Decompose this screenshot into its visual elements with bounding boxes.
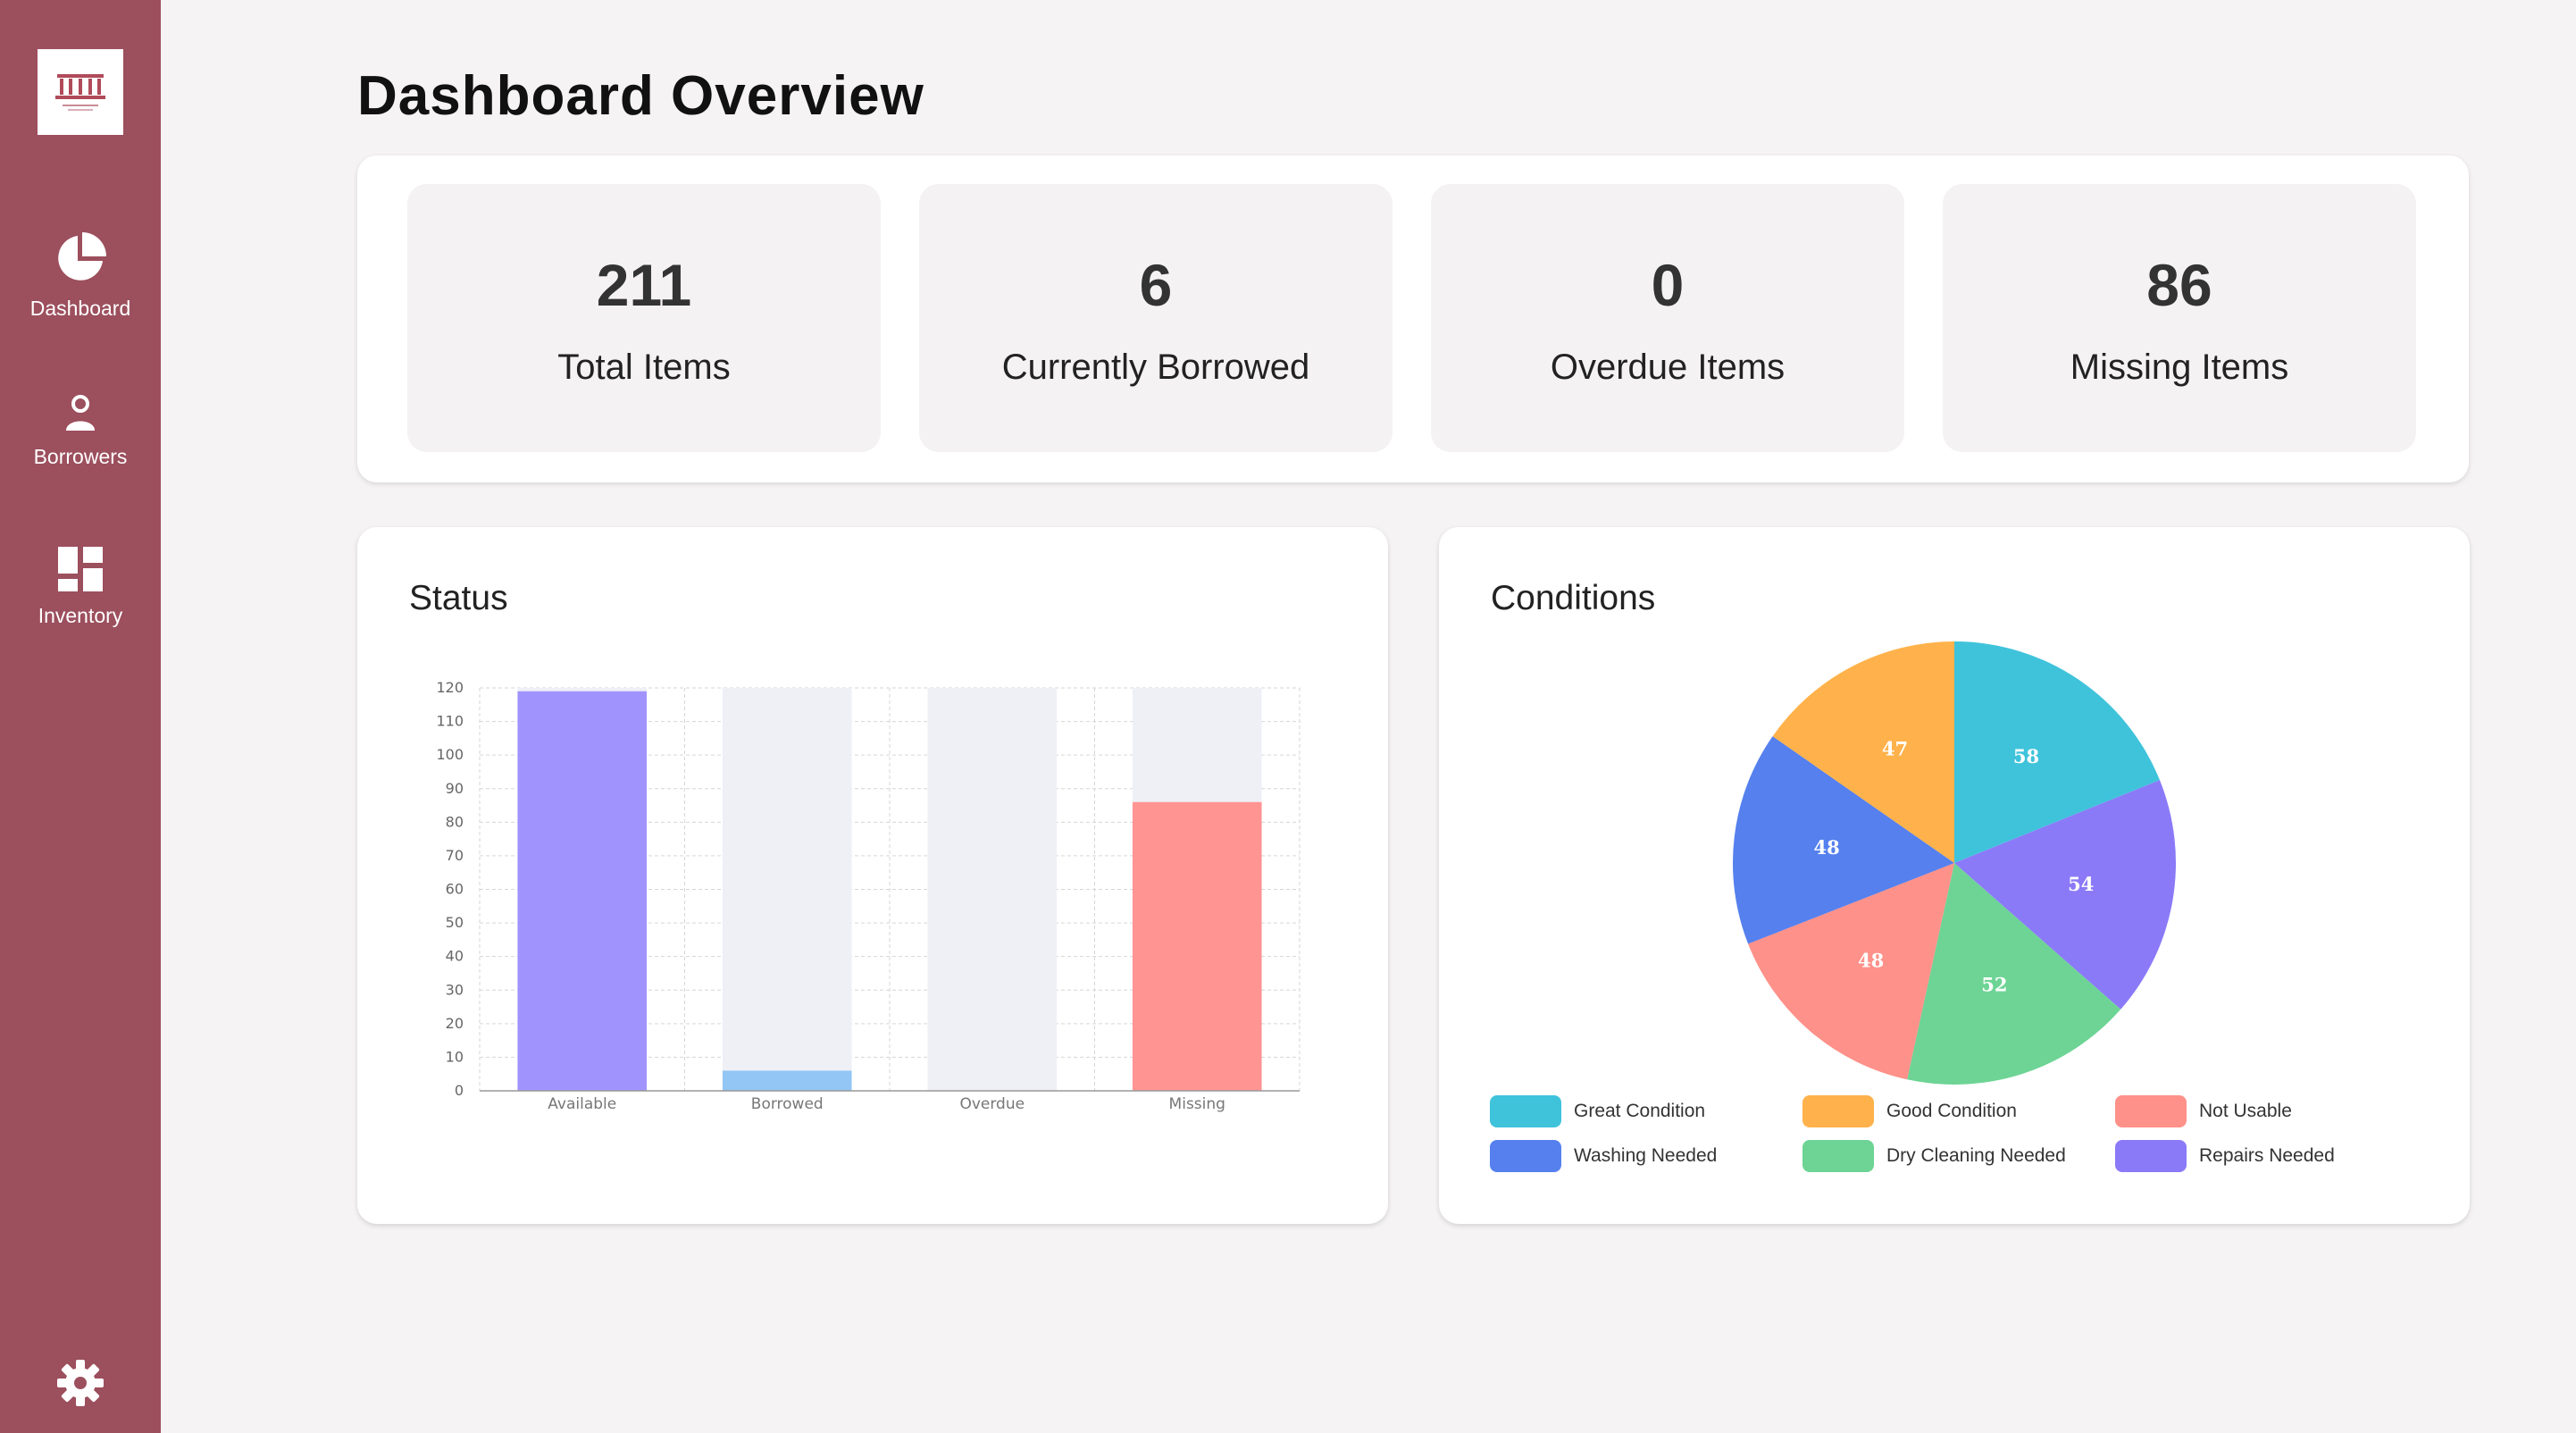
y-tick-label: 50 bbox=[446, 914, 464, 931]
stat-value: 6 bbox=[1139, 252, 1173, 318]
legend-label: Great Condition bbox=[1574, 1101, 1706, 1121]
y-tick-label: 60 bbox=[446, 881, 464, 898]
pie-slice-label: 48 bbox=[1858, 949, 1884, 971]
sidebar: Dashboard Borrowers Inventory bbox=[0, 0, 161, 1433]
legend-label: Washing Needed bbox=[1574, 1145, 1718, 1166]
y-tick-label: 20 bbox=[446, 1015, 464, 1032]
y-tick-label: 10 bbox=[446, 1048, 464, 1065]
legend-label: Not Usable bbox=[2199, 1101, 2292, 1121]
status-card: Status 0 10 20 30 40 50 60 70 80 90 100 110 120 Avail… bbox=[357, 527, 1388, 1224]
legend-swatch bbox=[1802, 1095, 1874, 1127]
legend-item[interactable]: Not Usable bbox=[2115, 1095, 2292, 1127]
card-title: Status bbox=[409, 579, 508, 617]
legend-swatch bbox=[1490, 1140, 1561, 1172]
legend-item[interactable]: Good Condition bbox=[1802, 1095, 2017, 1127]
stat-label: Overdue Items bbox=[1550, 348, 1786, 387]
bar-background bbox=[927, 688, 1058, 1091]
pie-slice-label: 52 bbox=[1981, 974, 2007, 996]
y-tick-label: 70 bbox=[446, 847, 464, 864]
sidebar-item-label: Inventory bbox=[38, 604, 123, 627]
legend-item[interactable]: Great Condition bbox=[1490, 1095, 1705, 1127]
y-tick-label: 40 bbox=[446, 948, 464, 965]
bar-background bbox=[722, 688, 852, 1091]
bar-missing bbox=[1132, 801, 1262, 1091]
stat-card-overdue-items: 0 Overdue Items bbox=[1431, 184, 1904, 452]
x-tick-label: Missing bbox=[1169, 1095, 1225, 1113]
x-tick-label: Borrowed bbox=[751, 1095, 824, 1113]
y-tick-label: 0 bbox=[455, 1082, 464, 1099]
pie-slice-dry-cleaning-needed bbox=[1907, 863, 2121, 1085]
pie-slice-label: 54 bbox=[2068, 873, 2094, 895]
pie-chart-icon bbox=[58, 232, 106, 281]
sidebar-item-borrowers[interactable]: Borrowers bbox=[0, 393, 161, 469]
stat-label: Missing Items bbox=[2070, 348, 2289, 387]
sidebar-item-dashboard[interactable]: Dashboard bbox=[0, 230, 161, 321]
conditions-pie-chart: 58 54 52 48 48 47 bbox=[1733, 641, 2176, 1085]
pie-slice-great-condition bbox=[1954, 641, 2160, 863]
y-tick-label: 80 bbox=[446, 813, 464, 830]
legend-label: Dry Cleaning Needed bbox=[1886, 1145, 2066, 1166]
y-tick-label: 30 bbox=[446, 981, 464, 998]
legend-item[interactable]: Washing Needed bbox=[1490, 1140, 1717, 1172]
legend-item[interactable]: Dry Cleaning Needed bbox=[1802, 1140, 2066, 1172]
sidebar-item-label: Borrowers bbox=[33, 445, 128, 468]
dashboard-grid-icon bbox=[58, 547, 103, 591]
logo bbox=[38, 49, 123, 135]
stat-value: 0 bbox=[1651, 252, 1685, 318]
person-icon bbox=[66, 395, 95, 431]
museum-logo-icon bbox=[55, 74, 105, 111]
pie-slice-label: 47 bbox=[1882, 737, 1908, 759]
stat-label: Total Items bbox=[557, 348, 731, 387]
card-title: Conditions bbox=[1491, 579, 1656, 617]
pie-slice-not-usable bbox=[1748, 863, 1954, 1080]
legend-label: Repairs Needed bbox=[2199, 1145, 2335, 1166]
legend-swatch bbox=[1802, 1140, 1874, 1172]
page-title: Dashboard Overview bbox=[357, 65, 924, 127]
stat-value: 211 bbox=[596, 252, 692, 318]
bar-available bbox=[517, 691, 648, 1091]
sidebar-item-inventory[interactable]: Inventory bbox=[0, 545, 161, 628]
legend-item[interactable]: Repairs Needed bbox=[2115, 1140, 2335, 1172]
pie-slice-good-condition bbox=[1772, 641, 1954, 863]
x-tick-label: Available bbox=[548, 1095, 616, 1113]
y-tick-label: 90 bbox=[446, 780, 464, 797]
legend-swatch bbox=[2115, 1095, 2187, 1127]
y-tick-label: 120 bbox=[436, 679, 464, 696]
stats-panel: 211 Total Items 6 Currently Borrowed 0 O… bbox=[357, 155, 2469, 482]
bar-borrowed bbox=[722, 1070, 852, 1091]
legend-label: Good Condition bbox=[1886, 1101, 2017, 1121]
legend-swatch bbox=[2115, 1140, 2187, 1172]
stat-card-total-items: 211 Total Items bbox=[407, 184, 881, 452]
pie-slice-label: 48 bbox=[1814, 836, 1840, 859]
sidebar-item-label: Dashboard bbox=[29, 297, 131, 320]
conditions-card: Conditions 58 54 52 48 48 47 Great Condition G… bbox=[1439, 527, 2470, 1224]
x-tick-label: Overdue bbox=[959, 1095, 1025, 1113]
stat-card-missing-items: 86 Missing Items bbox=[1943, 184, 2416, 452]
pie-slice-washing-needed bbox=[1733, 736, 1954, 944]
legend-swatch bbox=[1490, 1095, 1561, 1127]
settings-button[interactable] bbox=[55, 1358, 105, 1408]
pie-slice-label: 58 bbox=[2013, 745, 2039, 767]
status-bar-chart: 0 10 20 30 40 50 60 70 80 90 100 110 120 Available Bor… bbox=[436, 679, 1301, 1113]
gear-icon bbox=[57, 1360, 104, 1406]
y-tick-label: 100 bbox=[436, 746, 464, 763]
stat-label: Currently Borrowed bbox=[1001, 348, 1310, 387]
pie-slice-repairs-needed bbox=[1954, 780, 2176, 1010]
y-tick-label: 110 bbox=[436, 713, 464, 730]
stat-value: 86 bbox=[2146, 252, 2212, 318]
stat-card-currently-borrowed: 6 Currently Borrowed bbox=[919, 184, 1393, 452]
